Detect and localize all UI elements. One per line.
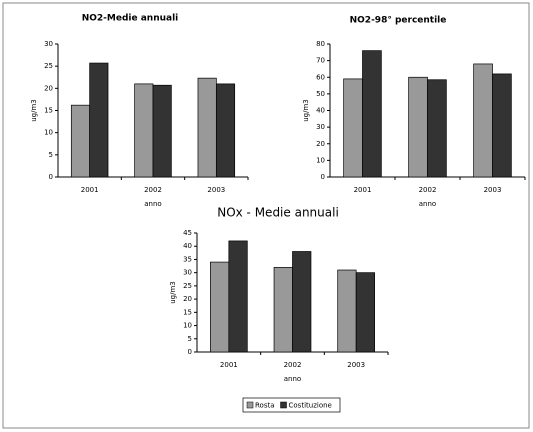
y-tick-label: 80	[316, 40, 325, 48]
x-tick-label: 2002	[419, 186, 437, 194]
y-tick-label: 30	[44, 40, 53, 48]
bar	[292, 251, 312, 353]
y-tick-label: 0	[188, 348, 192, 356]
y-tick-label: 20	[44, 84, 53, 92]
legend-label: Rosta	[255, 402, 275, 410]
bar	[362, 50, 382, 178]
x-tick-label: 2003	[484, 186, 502, 194]
bar	[273, 267, 293, 353]
y-tick-label: 5	[49, 151, 53, 159]
bar	[343, 78, 363, 178]
bar	[70, 104, 91, 178]
bar	[337, 269, 357, 353]
bar	[152, 84, 172, 178]
x-tick-label: 2003	[207, 186, 225, 194]
bar	[210, 261, 230, 353]
y-axis-label: ug/m3	[302, 99, 310, 122]
y-tick-label: 15	[44, 107, 53, 115]
x-tick-label: 2001	[220, 361, 238, 369]
bar	[473, 63, 493, 178]
bar	[427, 79, 447, 178]
x-tick-label: 2002	[284, 361, 302, 369]
bar	[89, 62, 109, 178]
bar	[197, 77, 217, 178]
x-tick-label: 2003	[347, 361, 365, 369]
bar	[228, 240, 248, 353]
y-tick-label: 30	[316, 123, 325, 131]
bar	[408, 76, 428, 178]
bar	[215, 83, 236, 178]
bar	[492, 73, 512, 178]
x-axis-label: anno	[284, 375, 301, 383]
y-tick-label: 20	[316, 140, 325, 148]
y-tick-label: 45	[183, 229, 192, 237]
y-tick-label: 10	[316, 156, 325, 164]
y-tick-label: 25	[44, 62, 53, 70]
y-tick-label: 70	[316, 57, 325, 65]
chart-title: NO2-98° percentile	[350, 16, 447, 26]
y-axis-label: ug/m3	[30, 99, 38, 122]
y-tick-label: 35	[183, 255, 192, 263]
legend-swatch	[246, 401, 254, 409]
x-axis-label: anno	[419, 200, 436, 208]
chart-title: NO2-Medie annuali	[82, 14, 179, 24]
legend-box	[242, 397, 341, 413]
bar	[355, 272, 375, 353]
y-axis-label: ug/m3	[169, 281, 177, 304]
x-tick-label: 2002	[144, 186, 162, 194]
y-tick-label: 30	[183, 269, 192, 277]
y-tick-label: 0	[49, 173, 53, 181]
y-tick-label: 0	[321, 173, 325, 181]
y-tick-label: 25	[183, 282, 192, 290]
y-tick-label: 40	[183, 242, 192, 250]
y-tick-label: 10	[183, 322, 192, 330]
chart-title: NOx - Medie annuali	[217, 206, 339, 220]
y-tick-label: 5	[188, 335, 192, 343]
y-tick-label: 15	[183, 308, 192, 316]
bar	[134, 83, 154, 178]
legend-swatch	[280, 401, 287, 409]
x-tick-label: 2001	[81, 186, 99, 194]
y-tick-label: 10	[44, 129, 53, 137]
y-tick-label: 50	[316, 90, 325, 98]
frame	[2, 2, 530, 429]
legend-label: Costituzione	[289, 402, 332, 410]
y-tick-label: 40	[316, 107, 325, 115]
y-tick-label: 60	[316, 73, 325, 81]
y-tick-label: 20	[183, 295, 192, 303]
x-tick-label: 2001	[354, 186, 372, 194]
x-axis-label: anno	[144, 200, 161, 208]
